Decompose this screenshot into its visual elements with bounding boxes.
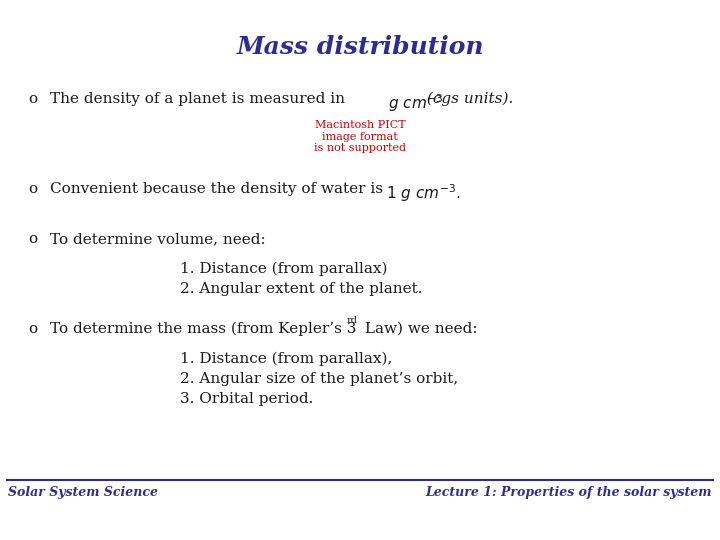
- Text: o: o: [28, 182, 37, 196]
- Text: Law) we need:: Law) we need:: [360, 322, 477, 336]
- Text: 2. Angular size of the planet’s orbit,: 2. Angular size of the planet’s orbit,: [180, 372, 458, 386]
- Text: 1. Distance (from parallax),: 1. Distance (from parallax),: [180, 352, 392, 367]
- Text: $g\ cm^{-3}$: $g\ cm^{-3}$: [388, 92, 444, 114]
- Text: 3. Orbital period.: 3. Orbital period.: [180, 392, 313, 406]
- Text: Solar System Science: Solar System Science: [8, 486, 158, 499]
- Text: o: o: [28, 232, 37, 246]
- Text: o: o: [28, 92, 37, 106]
- Text: Macintosh PICT
image format
is not supported: Macintosh PICT image format is not suppo…: [314, 120, 406, 153]
- Text: rd: rd: [347, 316, 358, 325]
- Text: $1\ g\ cm^{-3}$.: $1\ g\ cm^{-3}$.: [386, 182, 461, 204]
- Text: The density of a planet is measured in: The density of a planet is measured in: [50, 92, 350, 106]
- Text: 1. Distance (from parallax): 1. Distance (from parallax): [180, 262, 387, 276]
- Text: Mass distribution: Mass distribution: [236, 35, 484, 59]
- Text: o: o: [28, 322, 37, 336]
- Text: To determine the mass (from Kepler’s 3: To determine the mass (from Kepler’s 3: [50, 322, 356, 336]
- Text: 2. Angular extent of the planet.: 2. Angular extent of the planet.: [180, 282, 423, 296]
- Text: To determine volume, need:: To determine volume, need:: [50, 232, 266, 246]
- Text: (cgs units).: (cgs units).: [422, 92, 513, 106]
- Text: Convenient because the density of water is: Convenient because the density of water …: [50, 182, 388, 196]
- Text: Lecture 1: Properties of the solar system: Lecture 1: Properties of the solar syste…: [426, 486, 712, 499]
